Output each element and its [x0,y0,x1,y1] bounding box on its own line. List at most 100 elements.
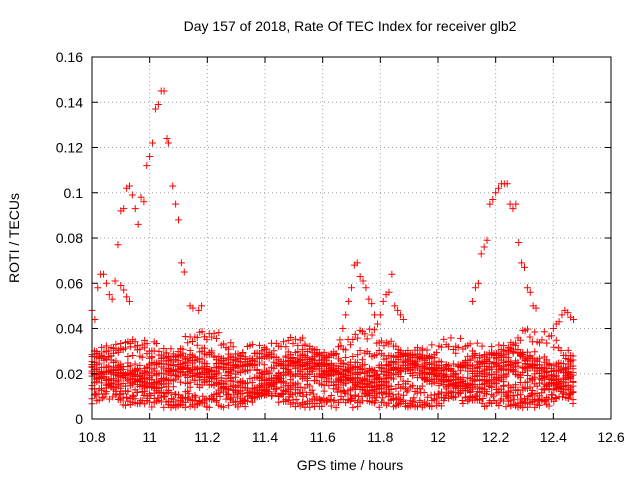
data-point [149,139,157,147]
data-point [303,347,311,355]
data-point [193,371,201,379]
data-point [296,402,304,410]
data-point [478,342,486,350]
data-point [416,396,424,404]
data-point [349,352,357,360]
data-point [169,182,177,190]
data-point [210,329,218,337]
y-tick-label: 0.06 [56,275,83,291]
x-tick-label: 11.2 [194,429,220,445]
data-point [296,390,304,398]
data-point [123,393,131,401]
data-point [466,365,474,373]
data-point [536,354,544,362]
data-point [516,399,524,407]
data-point [234,403,242,411]
data-point [342,354,350,362]
data-point [145,398,153,406]
data-point [411,359,419,367]
data-point [469,385,477,393]
data-point [488,383,496,391]
data-point [227,339,235,347]
data-point [282,387,290,395]
data-point [476,362,484,370]
data-point [126,394,134,402]
data-point [392,342,400,350]
data-point [471,351,479,359]
x-tick-label: 10.8 [78,429,105,445]
data-point [339,359,347,367]
data-point [239,377,247,385]
data-point [227,370,235,378]
data-point [524,385,532,393]
data-point [524,348,532,356]
data-point [567,371,575,379]
data-point [256,359,264,367]
data-point [327,391,335,399]
data-point [441,394,449,402]
data-point [540,373,548,381]
data-point [93,348,101,356]
data-point [437,388,445,396]
data-point [375,403,383,411]
data-point [521,356,529,364]
data-point [193,341,201,349]
data-point [345,297,353,305]
data-point [538,364,546,372]
data-point [244,392,252,400]
data-point [141,384,149,392]
data-point [131,360,139,368]
data-point [95,367,103,375]
data-point [181,403,189,411]
data-point [224,386,232,394]
data-point [180,268,188,276]
data-point [296,356,304,364]
y-tick-label: 0.14 [56,94,83,110]
data-point [294,342,302,350]
data-point [114,241,122,249]
data-point [122,344,130,352]
data-point [394,381,402,389]
data-point [428,375,436,383]
data-point [521,263,528,271]
data-point [289,399,297,407]
data-point [172,366,180,374]
data-point [116,391,124,399]
data-point [353,259,361,267]
data-point [545,402,553,410]
data-point [336,336,344,344]
data-point [533,367,541,375]
data-point [200,373,208,381]
data-point [169,395,177,403]
data-point [325,382,333,390]
data-point [382,379,390,387]
data-point [117,384,125,392]
data-point [413,364,421,372]
data-point [444,389,452,397]
data-point [124,376,132,384]
data-point [164,388,172,396]
data-point [342,346,350,354]
data-point [160,403,168,411]
data-point [524,393,532,401]
data-point [181,355,189,363]
data-point [455,390,463,398]
data-point [318,402,326,410]
data-point [519,368,527,376]
data-point [409,382,417,390]
data-point [469,297,477,305]
data-point [123,293,131,301]
data-point [433,349,441,357]
data-point [478,358,486,366]
data-point [240,397,248,405]
data-point [337,392,345,400]
data-point [428,341,436,349]
data-point [124,359,132,367]
data-point [534,397,542,405]
data-point [541,396,549,404]
data-point [164,139,172,147]
data-point [110,359,118,366]
data-point [248,360,256,368]
data-point [313,365,321,373]
data-point [361,361,369,369]
